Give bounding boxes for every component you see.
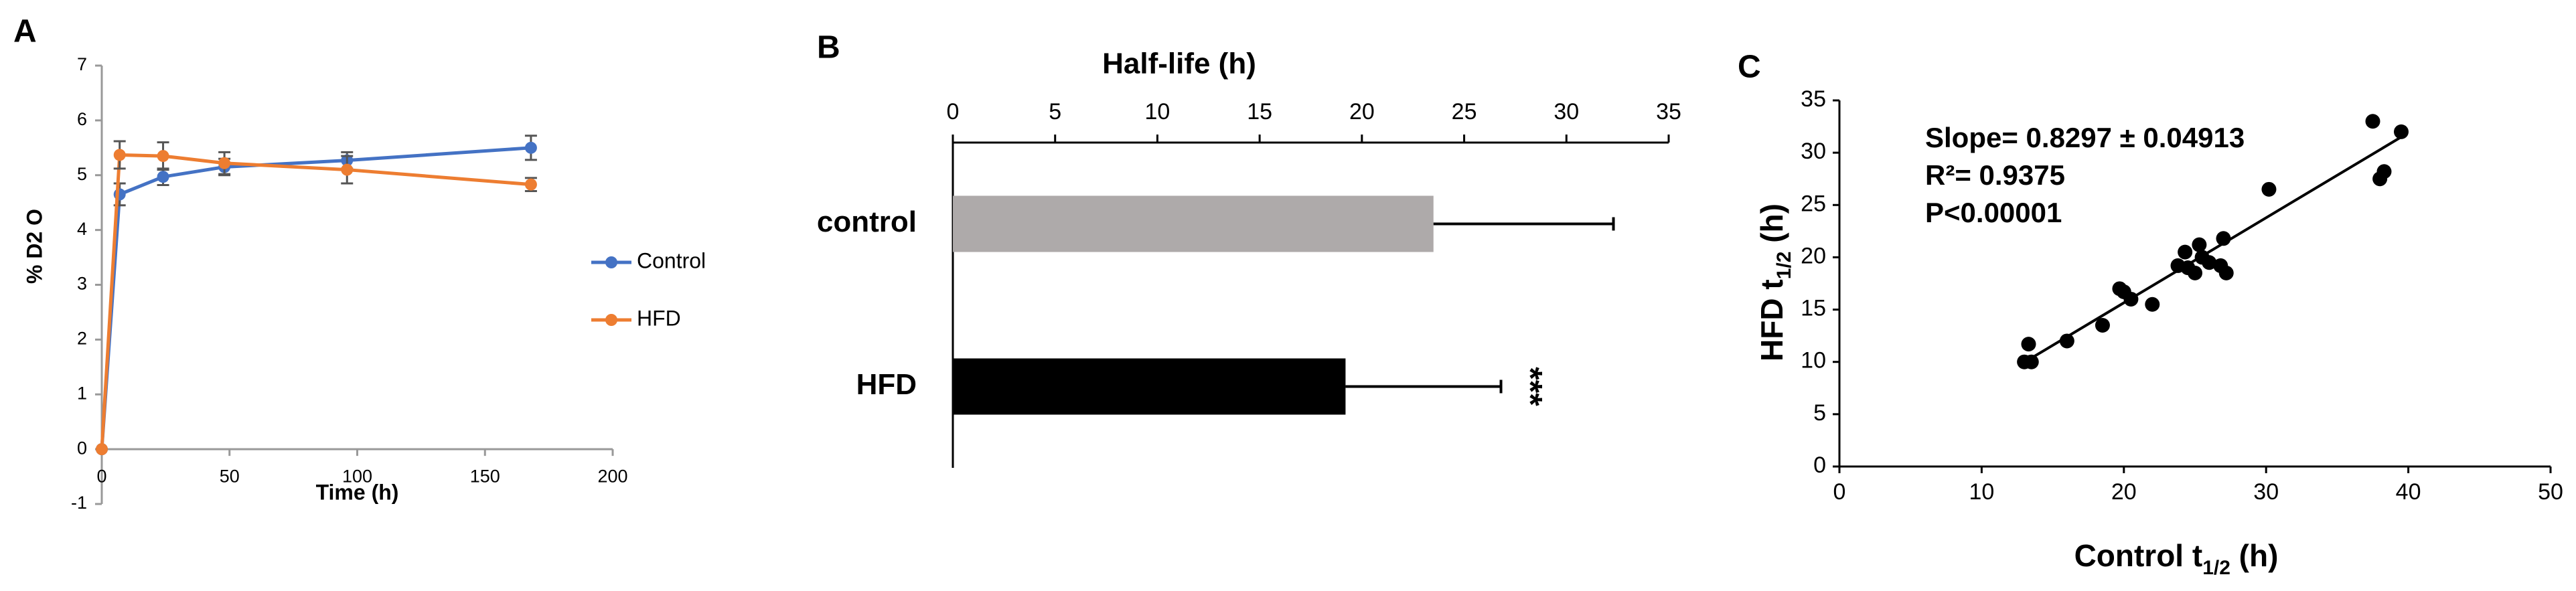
- y-axis-label: % D2 O: [22, 209, 46, 284]
- error-bar: [1345, 379, 1503, 394]
- data-point: [2393, 124, 2409, 139]
- data-point: [157, 150, 169, 163]
- data-point: [218, 157, 231, 169]
- data-point: [2365, 114, 2380, 129]
- y-tick-label: 1: [77, 383, 87, 403]
- y-tick-label: 6: [77, 109, 87, 129]
- stat-label: P<0.00001: [1925, 197, 2062, 228]
- x-axis-label: Time (h): [316, 480, 399, 504]
- x-tick-label: 150: [470, 466, 500, 486]
- x-tick-label: 10: [1145, 99, 1170, 124]
- x-tick-label: 20: [2111, 479, 2137, 505]
- error-bar: [1433, 217, 1615, 231]
- y-tick-label: 3: [77, 274, 87, 294]
- data-point: [157, 171, 169, 183]
- data-point: [2188, 265, 2202, 280]
- x-tick-label: 0: [96, 466, 106, 486]
- data-point: [96, 443, 108, 456]
- data-point: [2376, 164, 2392, 179]
- legend-marker: [605, 314, 617, 326]
- series-line: [100, 153, 532, 450]
- x-axis-label: Half-life (h): [1102, 48, 1256, 80]
- data-point: [2218, 265, 2234, 280]
- y-tick-label: 7: [77, 54, 87, 74]
- y-tick-label: 0: [1813, 452, 1826, 478]
- bar: [953, 358, 1346, 415]
- y-tick-label: 10: [1801, 348, 1826, 373]
- x-tick-label: 50: [2538, 479, 2563, 505]
- data-point: [2024, 354, 2039, 369]
- legend-marker: [605, 256, 617, 268]
- significance-label: ***: [1511, 367, 1549, 406]
- series-line: [100, 146, 532, 450]
- panel-label: A: [13, 14, 37, 50]
- x-tick-label: 100: [342, 466, 372, 486]
- legend-label: HFD: [637, 306, 681, 330]
- stat-label: Slope= 0.8297 ± 0.04913: [1925, 122, 2245, 153]
- panel-label: C: [1738, 50, 1761, 85]
- x-tick-label: 0: [1833, 479, 1846, 505]
- y-label-part: 1/2: [1773, 252, 1795, 280]
- y-tick-label: 0: [77, 438, 87, 458]
- data-point: [2216, 231, 2231, 246]
- data-point: [2095, 318, 2110, 333]
- panel-label: B: [817, 30, 840, 66]
- data-point: [2123, 291, 2139, 307]
- data-point: [2059, 333, 2074, 349]
- bar: [953, 195, 1434, 252]
- category-label: control: [817, 205, 917, 238]
- legend-label: Control: [637, 248, 706, 272]
- data-point: [2178, 244, 2193, 260]
- x-tick-label: 25: [1452, 99, 1477, 124]
- y-label-part: (h): [1754, 203, 1789, 252]
- x-tick-label: 0: [947, 99, 960, 124]
- data-point: [2202, 255, 2217, 270]
- y-tick-label: 5: [1813, 400, 1826, 426]
- y-label-part: HFD t: [1754, 279, 1789, 361]
- y-tick-label: 5: [77, 164, 87, 184]
- y-tick-label: -1: [71, 493, 87, 513]
- data-point: [524, 178, 537, 191]
- x-tick-label: 30: [1554, 99, 1579, 124]
- x-tick-label: 5: [1049, 99, 1061, 124]
- data-point: [2021, 337, 2036, 352]
- x-label: Control t1/2 (h): [2074, 538, 2279, 579]
- data-point: [2261, 181, 2277, 197]
- x-label-part: Control t: [2074, 538, 2203, 573]
- y-tick-label: 25: [1801, 191, 1826, 216]
- fit-line: [2020, 135, 2403, 365]
- y-tick-label: 4: [77, 219, 87, 239]
- stat-label: R²= 0.9375: [1925, 159, 2065, 191]
- x-tick-label: 10: [1969, 479, 1994, 505]
- data-point: [341, 163, 354, 176]
- x-tick-label: 15: [1247, 99, 1272, 124]
- data-point: [113, 149, 126, 161]
- y-tick-label: 15: [1801, 296, 1826, 321]
- data-point: [524, 141, 537, 154]
- y-tick-label: 35: [1801, 86, 1826, 112]
- y-tick-label: 2: [77, 329, 87, 349]
- data-point: [2145, 297, 2160, 312]
- y-tick-label: 20: [1801, 243, 1826, 268]
- x-tick-label: 20: [1349, 99, 1375, 124]
- x-tick-label: 30: [2253, 479, 2279, 505]
- x-tick-label: 40: [2396, 479, 2421, 505]
- x-tick-label: 50: [220, 466, 240, 486]
- category-label: HFD: [856, 368, 917, 401]
- y-label: HFD t1/2 (h): [1754, 203, 1795, 361]
- x-tick-label: 200: [597, 466, 627, 486]
- x-tick-label: 35: [1656, 99, 1681, 124]
- data-point: [2192, 237, 2207, 252]
- x-label-part: 1/2: [2202, 557, 2230, 579]
- y-tick-label: 30: [1801, 139, 1826, 164]
- x-label-part: (h): [2230, 538, 2279, 573]
